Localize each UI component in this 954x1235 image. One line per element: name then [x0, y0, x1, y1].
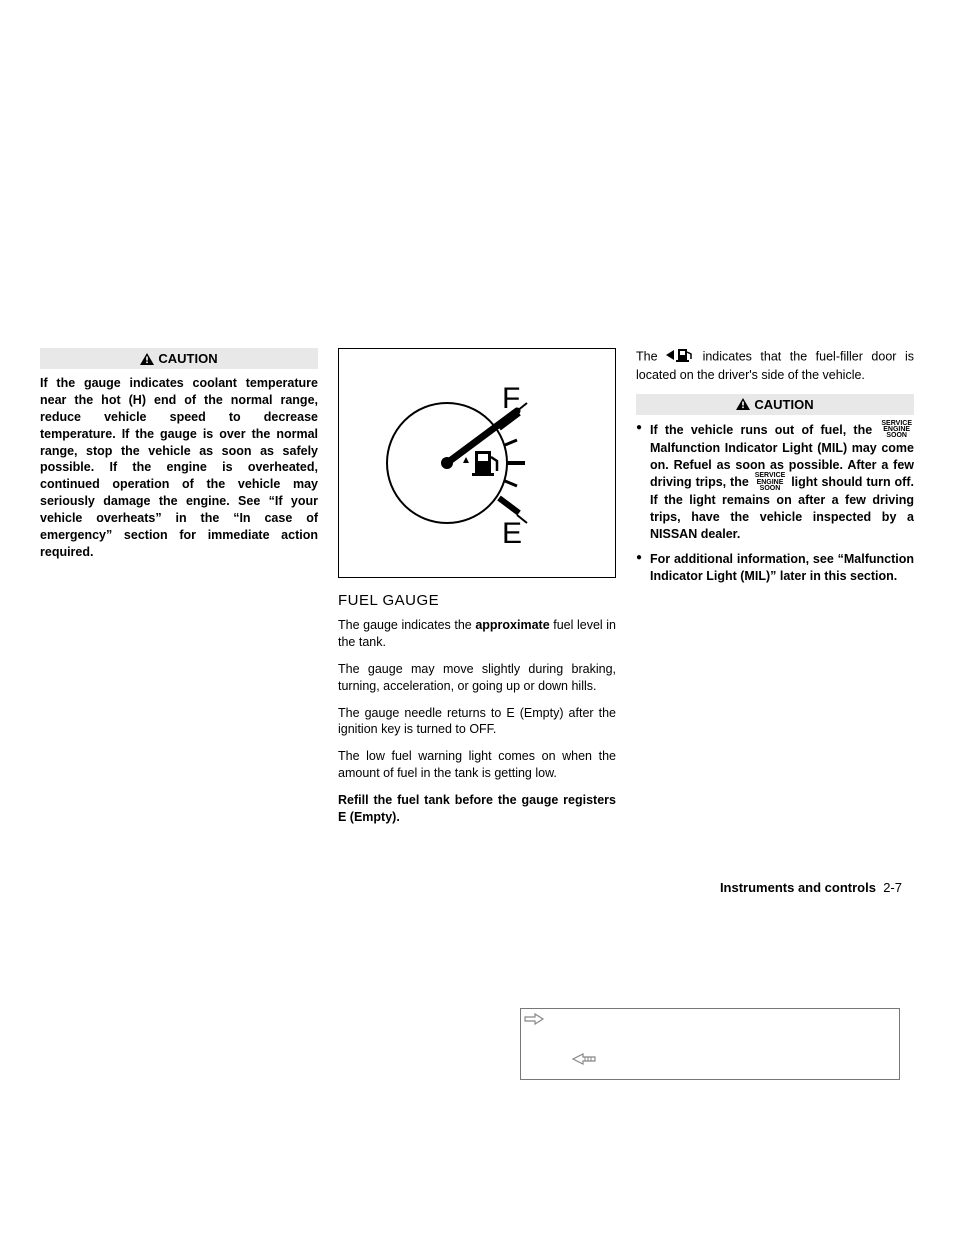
caution-header-1: CAUTION — [40, 348, 318, 369]
p5-bold: Refill the fuel tank before the gauge re… — [338, 793, 616, 824]
fuel-gauge-p4: The low fuel warning light comes on when… — [338, 748, 616, 782]
fuel-gauge-figure: F E — [338, 348, 616, 578]
pointing-hand-left-icon — [571, 1051, 597, 1072]
caution-text-1: If the gauge indicates coolant temperatu… — [40, 375, 318, 561]
column-2: F E — [338, 348, 616, 836]
pointing-hand-right-icon — [523, 1011, 545, 1032]
fuel-gauge-p3: The gauge needle returns to E (Empty) af… — [338, 705, 616, 739]
annotation-box — [520, 1008, 900, 1080]
caution-bullet-1: If the vehicle runs out of fuel, the SER… — [636, 421, 914, 543]
fuel-gauge-p1: The gauge indicates the approximate fuel… — [338, 617, 616, 651]
footer-section: Instruments and controls — [720, 880, 876, 895]
p1-part-b: approximate — [475, 618, 549, 632]
gauge-empty-label: E — [502, 517, 522, 550]
intro-a: The — [636, 350, 666, 364]
fuel-door-arrow-icon — [666, 348, 694, 367]
column-3: The indicates that the fuel-filler door … — [636, 348, 914, 836]
caution-label-1: CAUTION — [158, 351, 217, 366]
fuel-gauge-p2: The gauge may move slightly during braki… — [338, 661, 616, 695]
fuel-door-intro: The indicates that the fuel-filler door … — [636, 348, 914, 384]
caution-label-2: CAUTION — [754, 397, 813, 412]
warning-triangle-icon — [140, 353, 154, 365]
caution-list: If the vehicle runs out of fuel, the SER… — [636, 421, 914, 585]
column-1: CAUTION If the gauge indicates coolant t… — [40, 348, 318, 836]
warning-triangle-icon — [736, 398, 750, 410]
caution-header-2: CAUTION — [636, 394, 914, 415]
fuel-gauge-icon: F E — [377, 363, 577, 563]
fuel-gauge-p5: Refill the fuel tank before the gauge re… — [338, 792, 616, 826]
page-columns: CAUTION If the gauge indicates coolant t… — [40, 348, 914, 836]
service-engine-icon: SERVICEENGINESOON — [881, 421, 912, 440]
p1-part-a: The gauge indicates the — [338, 618, 475, 632]
fuel-gauge-heading: FUEL GAUGE — [338, 592, 616, 609]
b1-a: If the vehicle runs out of fuel, the — [650, 423, 879, 437]
service-engine-icon: SERVICEENGINESOON — [755, 473, 786, 492]
caution-bullet-2: For additional information, see “Malfunc… — [636, 551, 914, 585]
footer-page: 2-7 — [883, 880, 902, 895]
page-footer: Instruments and controls 2-7 — [720, 880, 902, 895]
